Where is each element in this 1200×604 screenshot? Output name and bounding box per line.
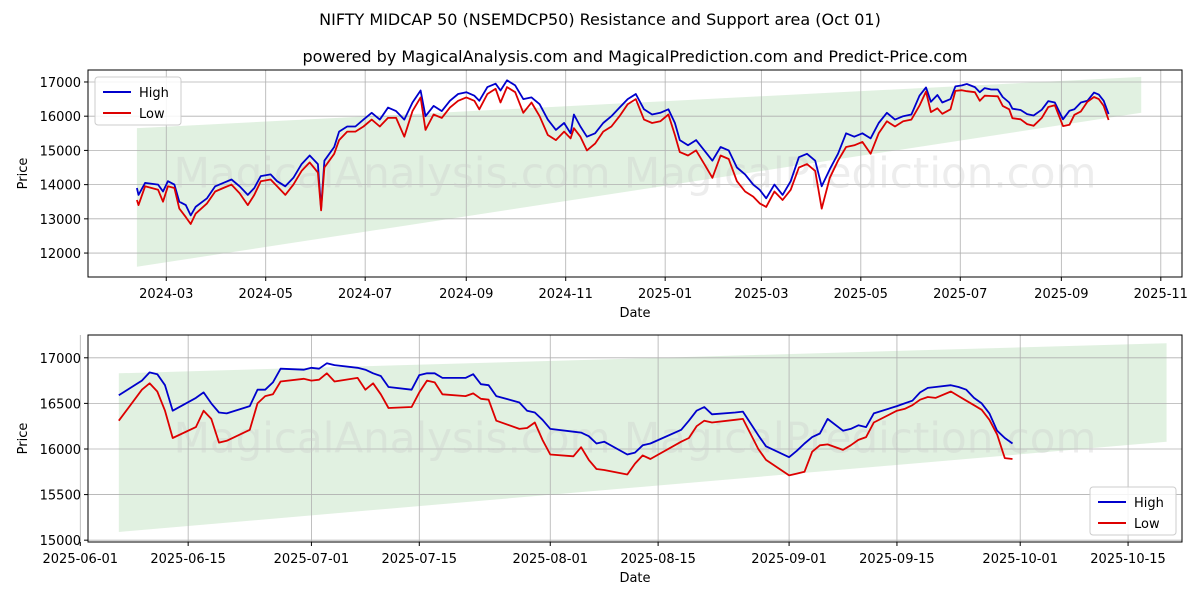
x-tick-label: 2025-01 xyxy=(638,287,692,302)
x-tick-label: 2025-09-15 xyxy=(859,552,935,567)
x-tick-label: 2025-06-15 xyxy=(150,552,226,567)
y-tick-label: 15000 xyxy=(40,144,81,159)
series-line-low xyxy=(118,372,1013,477)
watermark-text: MagicalAnalysis.com MagicalPrediction.co… xyxy=(174,414,1097,463)
chart-subtitle: powered by MagicalAnalysis.com and Magic… xyxy=(302,47,967,66)
legend: High Low xyxy=(94,76,182,126)
x-tick-label: 2025-07-01 xyxy=(274,552,350,567)
axes-frame xyxy=(87,69,1183,278)
y-tick-label: 17000 xyxy=(40,352,81,367)
legend-box xyxy=(94,76,182,126)
y-tick-label: 16000 xyxy=(40,110,81,125)
legend-label-high: High xyxy=(1134,496,1164,511)
series-line-low xyxy=(136,86,1110,225)
x-axis-label: Date xyxy=(619,306,650,321)
series-line-high xyxy=(136,79,1110,217)
axes-frame xyxy=(87,334,1183,543)
legend-box xyxy=(1089,486,1177,536)
x-axis-label: Date xyxy=(619,571,650,586)
y-tick-label: 15500 xyxy=(40,489,81,504)
x-tick-label: 2025-06-01 xyxy=(43,552,119,567)
x-tick-label: 2025-08-01 xyxy=(512,552,588,567)
chart-title: NIFTY MIDCAP 50 (NSEMDCP50) Resistance a… xyxy=(319,10,881,29)
x-tick-label: 2025-07 xyxy=(933,287,987,302)
y-tick-label: 12000 xyxy=(40,247,81,262)
legend-label-low: Low xyxy=(139,107,165,122)
x-tick-label: 2025-08-15 xyxy=(620,552,696,567)
bottom-panel: MagicalAnalysis.com MagicalPrediction.co… xyxy=(16,334,1183,586)
x-tick-label: 2025-05 xyxy=(834,287,888,302)
x-tick-label: 2024-05 xyxy=(239,287,293,302)
x-tick-label: 2025-09 xyxy=(1034,287,1088,302)
y-tick-label: 16500 xyxy=(40,397,81,412)
x-tick-label: 2025-10-15 xyxy=(1090,552,1166,567)
y-tick-label: 13000 xyxy=(40,213,81,228)
watermark-text: MagicalAnalysis.com MagicalPrediction.co… xyxy=(174,149,1097,198)
y-tick-label: 17000 xyxy=(40,76,81,91)
x-tick-label: 2025-10-01 xyxy=(982,552,1058,567)
support-resistance-band xyxy=(118,343,1167,532)
x-tick-label: 2025-03 xyxy=(734,287,788,302)
legend-label-low: Low xyxy=(1134,517,1160,532)
legend-label-high: High xyxy=(139,86,169,101)
x-tick-label: 2025-07-15 xyxy=(382,552,458,567)
x-tick-label: 2024-09 xyxy=(439,287,493,302)
y-tick-label: 14000 xyxy=(40,179,81,194)
y-axis-label: Price xyxy=(16,423,31,455)
x-tick-label: 2024-03 xyxy=(139,287,193,302)
x-tick-label: 2024-07 xyxy=(338,287,392,302)
legend: High Low xyxy=(1089,486,1177,536)
x-tick-label: 2025-11 xyxy=(1134,287,1188,302)
x-tick-label: 2025-09-01 xyxy=(751,552,827,567)
y-tick-label: 16000 xyxy=(40,443,81,458)
x-tick-label: 2024-11 xyxy=(539,287,593,302)
top-panel: MagicalAnalysis.com MagicalPrediction.co… xyxy=(16,69,1188,321)
y-axis-label: Price xyxy=(16,158,31,190)
series-line-high xyxy=(118,362,1014,459)
y-tick-label: 15000 xyxy=(40,534,81,549)
